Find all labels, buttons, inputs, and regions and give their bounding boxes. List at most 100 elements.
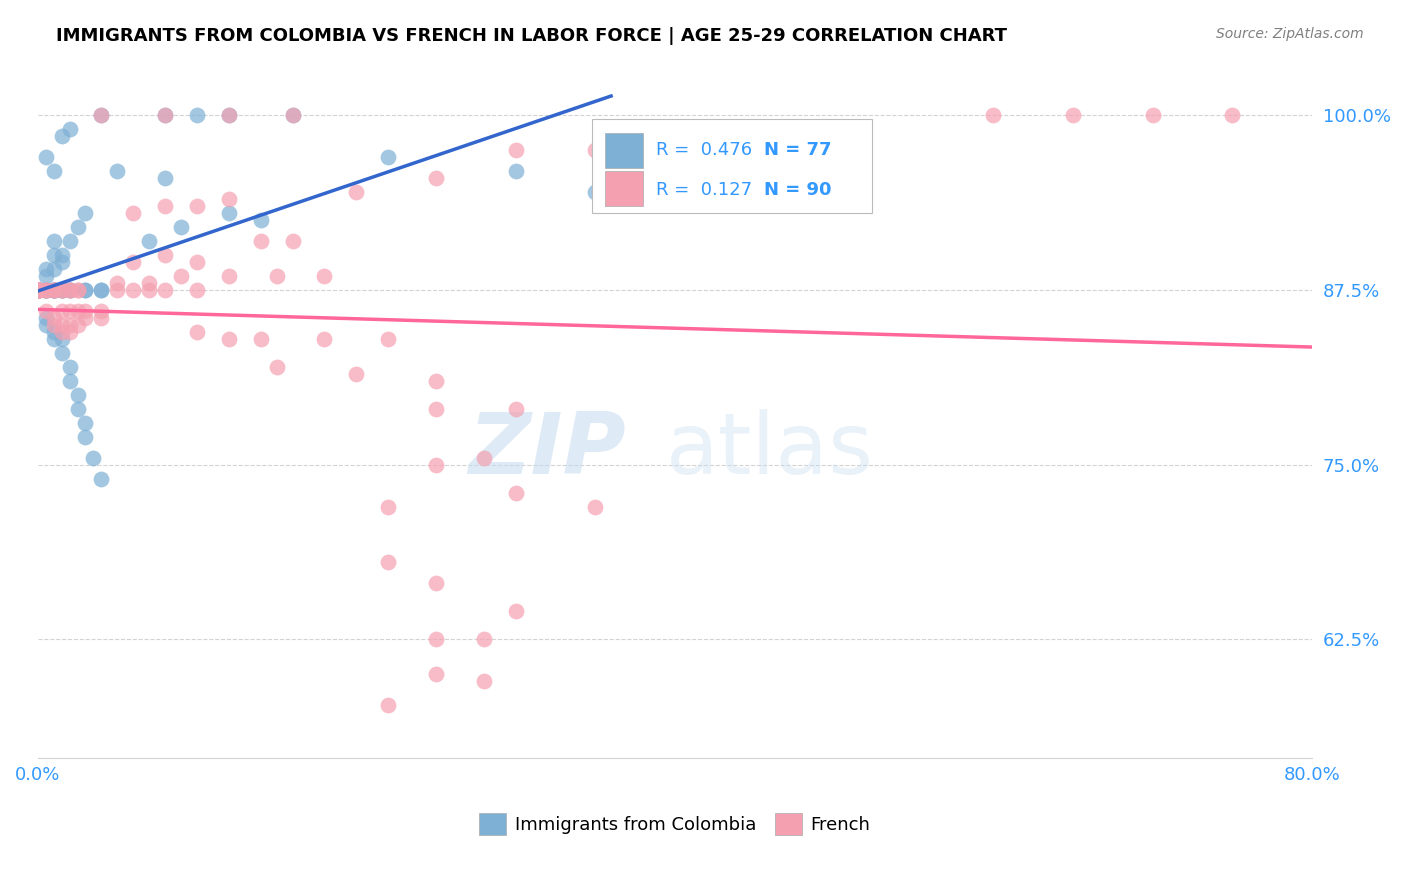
Point: [122, 206, 145, 220]
Point: [27, 283, 49, 297]
Point: [186, 108, 208, 122]
Point: [51, 318, 73, 332]
Point: [27, 283, 49, 297]
Point: [122, 283, 145, 297]
Point: [27, 283, 49, 297]
Point: [58, 234, 80, 248]
Point: [1220, 108, 1243, 122]
Point: [377, 556, 399, 570]
Point: [58, 283, 80, 297]
Point: [425, 374, 447, 388]
Point: [27, 283, 49, 297]
Point: [377, 698, 399, 712]
Point: [75, 283, 97, 297]
Point: [75, 304, 97, 318]
Point: [34, 283, 56, 297]
Point: [42, 283, 65, 297]
Point: [281, 234, 304, 248]
Point: [34, 269, 56, 284]
Point: [218, 108, 240, 122]
Point: [27, 283, 49, 297]
Point: [425, 576, 447, 591]
Point: [27, 283, 49, 297]
Point: [472, 674, 495, 689]
Point: [42, 248, 65, 262]
Point: [51, 346, 73, 360]
Point: [266, 359, 288, 374]
Point: [58, 283, 80, 297]
Point: [249, 213, 271, 227]
Point: [505, 144, 527, 158]
Point: [75, 311, 97, 326]
Point: [66, 304, 89, 318]
Point: [472, 450, 495, 465]
Point: [27, 283, 49, 297]
Point: [27, 283, 49, 297]
Point: [27, 283, 49, 297]
Point: [34, 283, 56, 297]
Point: [90, 283, 112, 297]
Point: [27, 283, 49, 297]
Point: [122, 255, 145, 269]
Point: [27, 283, 49, 297]
Point: [344, 186, 367, 200]
Point: [58, 374, 80, 388]
Point: [27, 283, 49, 297]
Text: R =  0.127: R = 0.127: [655, 181, 752, 199]
Point: [105, 276, 128, 290]
Text: atlas: atlas: [666, 409, 875, 492]
Point: [218, 206, 240, 220]
Point: [34, 283, 56, 297]
Point: [58, 359, 80, 374]
Point: [218, 108, 240, 122]
Point: [425, 632, 447, 647]
Point: [34, 262, 56, 277]
Point: [51, 255, 73, 269]
Point: [27, 283, 49, 297]
Point: [138, 276, 160, 290]
Point: [51, 283, 73, 297]
Point: [90, 304, 112, 318]
Point: [314, 332, 336, 346]
FancyBboxPatch shape: [605, 171, 643, 206]
Point: [981, 108, 1004, 122]
Point: [170, 269, 193, 284]
Point: [42, 262, 65, 277]
Point: [51, 283, 73, 297]
Point: [153, 199, 176, 213]
Point: [27, 283, 49, 297]
Point: [249, 234, 271, 248]
Point: [90, 472, 112, 486]
Point: [75, 416, 97, 430]
Text: N = 90: N = 90: [763, 181, 831, 199]
Point: [42, 234, 65, 248]
Text: ZIP: ZIP: [468, 409, 626, 492]
Point: [249, 332, 271, 346]
Point: [314, 269, 336, 284]
Point: [377, 150, 399, 164]
Point: [27, 283, 49, 297]
Point: [75, 206, 97, 220]
Point: [27, 283, 49, 297]
Point: [34, 318, 56, 332]
Point: [27, 283, 49, 297]
Point: [66, 401, 89, 416]
Point: [90, 311, 112, 326]
Point: [27, 283, 49, 297]
FancyBboxPatch shape: [592, 119, 872, 213]
Point: [583, 144, 606, 158]
Point: [1142, 108, 1164, 122]
Point: [27, 283, 49, 297]
Point: [425, 458, 447, 472]
Point: [42, 283, 65, 297]
Point: [58, 325, 80, 339]
Point: [42, 332, 65, 346]
Point: [153, 108, 176, 122]
Point: [51, 332, 73, 346]
Point: [42, 325, 65, 339]
Point: [186, 283, 208, 297]
Point: [34, 283, 56, 297]
Point: [42, 283, 65, 297]
Point: [218, 192, 240, 206]
Point: [51, 283, 73, 297]
